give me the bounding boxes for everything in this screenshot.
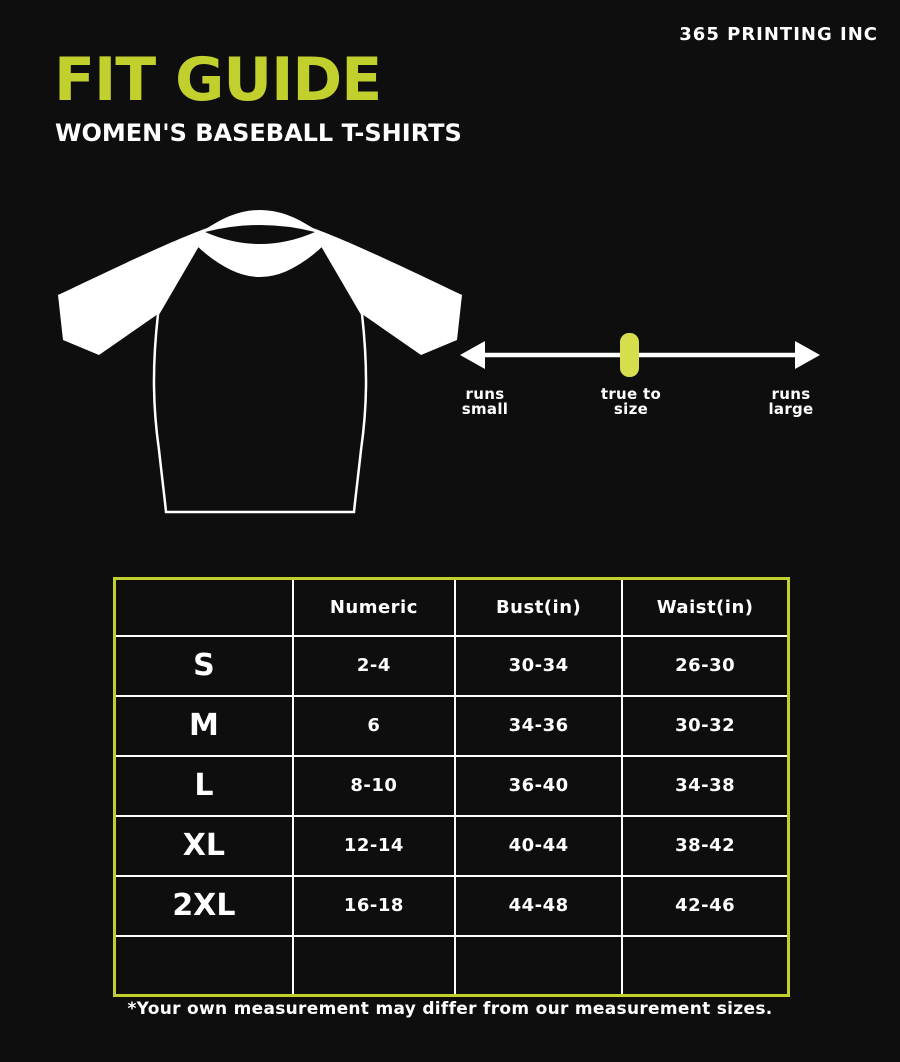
bust-value: 40-44 [453,814,624,877]
numeric-value: 2-4 [291,634,456,697]
fit-scale-arrow-icon [460,333,820,377]
bust-value: 44-48 [453,874,624,937]
table-header-row: Numeric Bust(in) Waist(in) [113,577,790,637]
arrow-right-head [795,341,820,369]
table-row-l: L 8-10 36-40 34-38 [113,754,790,817]
tshirt-illustration-icon [58,210,462,514]
size-label: XL [113,814,294,877]
waist-value: 26-30 [621,634,790,697]
numeric-value: 6 [291,694,456,757]
size-label: S [113,634,294,697]
fit-scale-label-runs-small: runs small [461,385,509,418]
size-label: L [113,754,294,817]
table-row-empty [113,934,790,997]
bust-value: 36-40 [453,754,624,817]
waist-value [621,934,790,997]
tshirt-right-sleeve [310,227,462,355]
table-row-m: M 6 34-36 30-32 [113,694,790,757]
column-header-numeric: Numeric [291,577,456,637]
fit-scale-label-runs-large: runs large [768,385,814,418]
waist-value: 38-42 [621,814,790,877]
size-label: M [113,694,294,757]
column-header-bust: Bust(in) [453,577,624,637]
brand-name: 365 PRINTING INC [679,24,878,45]
fit-scale-label-true-to-size: true to size [600,385,662,418]
table-row-s: S 2-4 30-34 26-30 [113,634,790,697]
bust-value: 30-34 [453,634,624,697]
bust-value [453,934,624,997]
numeric-value: 12-14 [291,814,456,877]
fit-scale-marker [620,333,639,377]
waist-value: 30-32 [621,694,790,757]
tshirt-left-sleeve [58,227,210,355]
table-row-xl: XL 12-14 40-44 38-42 [113,814,790,877]
size-label [113,934,294,997]
column-header-waist: Waist(in) [621,577,790,637]
size-chart-table: Numeric Bust(in) Waist(in) S 2-4 30-34 2… [113,577,790,997]
numeric-value: 16-18 [291,874,456,937]
size-label: 2XL [113,874,294,937]
footnote: *Your own measurement may differ from ou… [127,999,773,1019]
tshirt-neck-opening [205,225,315,244]
table-row-2xl: 2XL 16-18 44-48 42-46 [113,874,790,937]
numeric-value [291,934,456,997]
page-title: FIT GUIDE [54,45,382,115]
waist-value: 42-46 [621,874,790,937]
page-subtitle: WOMEN'S BASEBALL T-SHIRTS [55,119,462,147]
bust-value: 34-36 [453,694,624,757]
column-header-size [113,577,294,637]
numeric-value: 8-10 [291,754,456,817]
arrow-left-head [460,341,485,369]
waist-value: 34-38 [621,754,790,817]
